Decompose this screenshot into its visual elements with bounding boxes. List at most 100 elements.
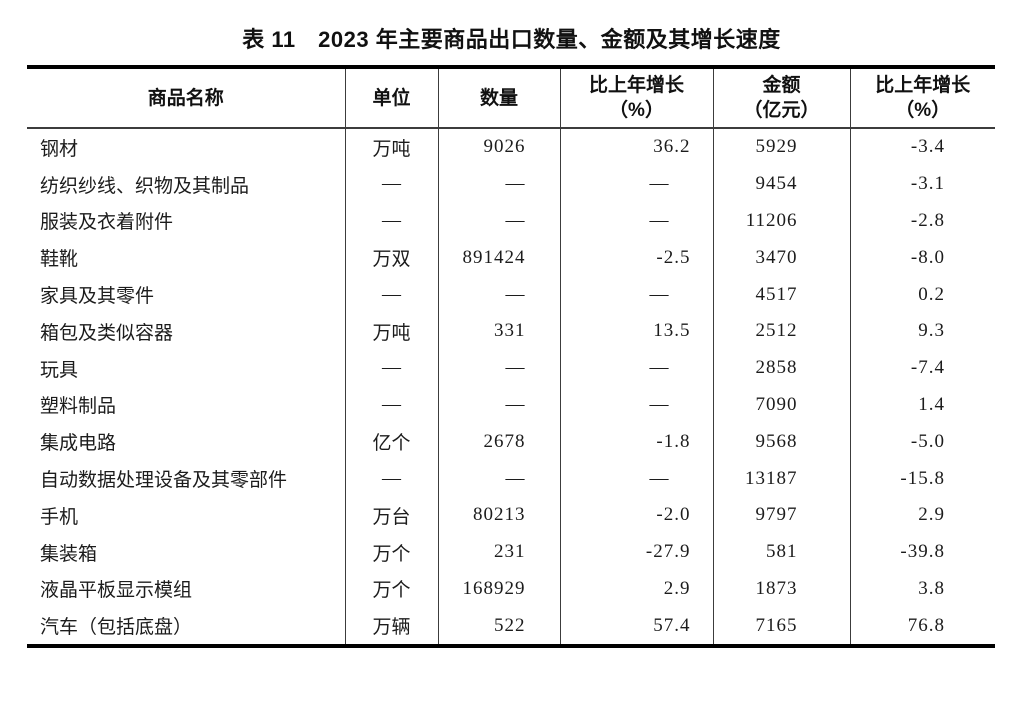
cell-amount-growth: -15.8 xyxy=(900,467,945,489)
cell-quantity-growth: -1.8 xyxy=(560,423,714,461)
col-header-label: 比上年增长 xyxy=(588,75,684,96)
col-header-quantity-growth: 比上年增长 （%） xyxy=(560,67,714,129)
cell-unit: 万台 xyxy=(345,496,439,534)
col-header-unit: 单位 xyxy=(345,67,439,129)
cell-quantity: — xyxy=(438,460,561,497)
cell-unit: — xyxy=(345,460,439,497)
cell-product-name: 集成电路 xyxy=(27,423,346,461)
col-header-quantity: 数量 xyxy=(438,67,561,129)
cell-amount-growth: -3.1 xyxy=(910,173,945,195)
cell-quantity-growth: -27.9 xyxy=(560,533,714,571)
cell-amount: 581 xyxy=(713,533,851,571)
table-row: 汽车（包括底盘） 万辆 522 57.4 7165 76.8 xyxy=(27,607,995,647)
cell-quantity: 168929 xyxy=(438,570,561,608)
cell-product-name: 汽车（包括底盘） xyxy=(27,607,346,647)
cell-unit: — xyxy=(345,202,439,240)
cell-quantity: — xyxy=(438,165,561,203)
cell-amount-growth: -3.4 xyxy=(910,136,945,158)
cell-amount: 4517 xyxy=(713,276,851,313)
cell-product-name: 鞋靴 xyxy=(27,239,346,277)
cell-quantity-growth: 2.9 xyxy=(560,570,714,608)
cell-unit: 万吨 xyxy=(345,312,439,350)
header-row: 商品名称 单位 数量 比上年增长 （%） 金额 （亿元） 比上年增长 （%） xyxy=(27,67,995,129)
cell-quantity-growth: — xyxy=(560,202,714,240)
cell-quantity: 2678 xyxy=(438,423,561,461)
cell-quantity-growth: — xyxy=(560,165,714,203)
cell-amount-growth: -8.0 xyxy=(910,246,945,268)
cell-quantity-growth: — xyxy=(560,386,714,424)
table-row: 液晶平板显示模组 万个 168929 2.9 1873 3.8 xyxy=(27,570,995,608)
cell-amount: 3470 xyxy=(713,239,851,277)
cell-amount-growth: 1.4 xyxy=(918,393,945,415)
cell-product-name: 手机 xyxy=(27,496,346,534)
col-header-product-name: 商品名称 xyxy=(27,67,346,129)
cell-amount: 7090 xyxy=(713,386,851,424)
cell-unit: 万双 xyxy=(345,239,439,277)
cell-unit: — xyxy=(345,276,439,313)
cell-amount-growth: -5.0 xyxy=(910,430,945,452)
table-row: 玩具 — — —2858 -7.4 xyxy=(27,349,995,387)
cell-product-name: 钢材 xyxy=(27,128,346,166)
cell-unit: — xyxy=(345,165,439,203)
col-header-label: 商品名称 xyxy=(147,87,224,109)
cell-quantity: 331 xyxy=(438,312,561,350)
cell-product-name: 塑料制品 xyxy=(27,386,346,424)
table-row: 塑料制品 — — —7090 1.4 xyxy=(27,386,995,424)
table-row: 钢材 万吨 9026 36.2 5929 -3.4 xyxy=(27,128,995,166)
cell-quantity: — xyxy=(438,276,561,313)
cell-amount-growth: 0.2 xyxy=(918,283,945,305)
cell-product-name: 家具及其零件 xyxy=(27,276,346,313)
cell-quantity: 9026 xyxy=(438,128,561,166)
cell-amount: 9454 xyxy=(713,165,851,203)
cell-amount-growth: 9.3 xyxy=(918,320,945,342)
cell-amount: 5929 xyxy=(713,128,851,166)
table-row: 集成电路 亿个 2678 -1.8 9568 -5.0 xyxy=(27,423,995,461)
table-row: 纺织纱线、织物及其制品 — — —9454 -3.1 xyxy=(27,165,995,203)
cell-amount-growth: -7.4 xyxy=(910,357,945,379)
cell-quantity-growth: 57.4 xyxy=(560,607,714,647)
cell-quantity: 231 xyxy=(438,533,561,571)
cell-amount: 11206 xyxy=(713,202,851,240)
export-commodities-table: 商品名称 单位 数量 比上年增长 （%） 金额 （亿元） 比上年增长 （%） 钢材 万吨 9026 3… xyxy=(27,65,995,649)
cell-quantity-growth: 36.2 xyxy=(560,128,714,166)
table-title: 表 11 2023 年主要商品出口数量、金额及其增长速度 xyxy=(242,27,781,52)
cell-quantity-growth: — xyxy=(560,276,714,313)
cell-quantity-growth: -2.0 xyxy=(560,496,714,534)
cell-unit: 万个 xyxy=(345,570,439,608)
table-row: 箱包及类似容器 万吨 331 13.5 2512 9.3 xyxy=(27,312,995,350)
cell-amount: 9568 xyxy=(713,423,851,461)
cell-unit: 万个 xyxy=(345,533,439,571)
cell-amount: 13187 xyxy=(713,460,851,497)
cell-quantity-growth: — xyxy=(560,460,714,497)
cell-product-name: 自动数据处理设备及其零部件 xyxy=(27,460,346,497)
cell-quantity-growth: -2.5 xyxy=(560,239,714,277)
cell-amount-growth: -2.8 xyxy=(910,209,945,231)
col-header-label: 数量 xyxy=(479,87,518,109)
cell-product-name: 纺织纱线、织物及其制品 xyxy=(27,165,346,203)
cell-quantity: — xyxy=(438,386,561,424)
table-row: 自动数据处理设备及其零部件 — — —13187 -15.8 xyxy=(27,460,995,497)
cell-product-name: 玩具 xyxy=(27,349,346,387)
cell-unit: — xyxy=(345,386,439,424)
cell-amount: 2512 xyxy=(713,312,851,350)
cell-quantity: — xyxy=(438,202,561,240)
cell-quantity-growth: — xyxy=(560,349,714,387)
cell-unit: 万辆 xyxy=(345,607,439,647)
cell-quantity: 891424 xyxy=(438,239,561,277)
col-header-label: 单位 xyxy=(372,87,411,109)
cell-amount: 7165 xyxy=(713,607,851,647)
table-row: 服装及衣着附件 — — —11206 -2.8 xyxy=(27,202,995,240)
table-row: 家具及其零件 — — —4517 0.2 xyxy=(27,276,995,313)
cell-amount: 9797 xyxy=(713,496,851,534)
col-header-amount: 金额 （亿元） xyxy=(713,67,851,129)
cell-quantity: 80213 xyxy=(438,496,561,534)
table-row: 手机 万台 80213 -2.0 9797 2.9 xyxy=(27,496,995,534)
cell-product-name: 服装及衣着附件 xyxy=(27,202,346,240)
col-header-amount-growth: 比上年增长 （%） xyxy=(850,67,995,129)
col-header-sublabel: （%） xyxy=(895,100,951,121)
cell-quantity-growth: 13.5 xyxy=(560,312,714,350)
cell-quantity: 522 xyxy=(438,607,561,647)
document-page: 表 11 2023 年主要商品出口数量、金额及其增长速度 商品名称 单位 数量 比上年… xyxy=(0,27,1023,712)
table-row: 集装箱 万个 231 -27.9 581 -39.8 xyxy=(27,533,995,571)
cell-amount-growth: -39.8 xyxy=(900,541,945,563)
